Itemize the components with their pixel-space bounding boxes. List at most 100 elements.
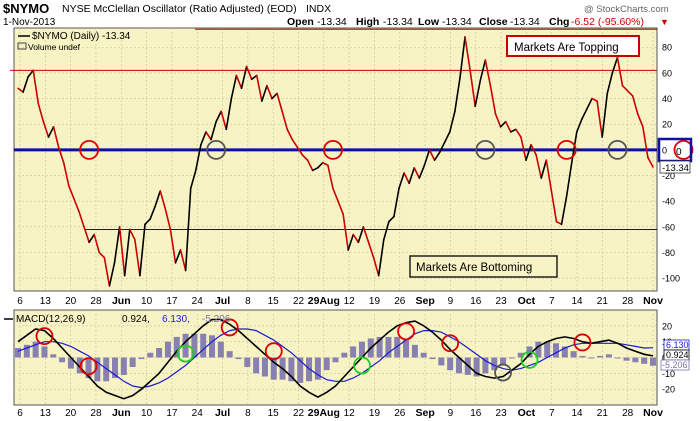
macd-histogram-bar	[641, 357, 648, 364]
macd-histogram-bar	[535, 341, 542, 358]
macd-histogram-bar	[191, 333, 198, 358]
macd-crossover-circle	[176, 344, 195, 363]
nymo-segment	[525, 143, 532, 161]
macd-histogram-bar	[323, 357, 330, 371]
macd-histogram-bar	[438, 357, 445, 366]
chart-watermark: @ StockCharts.com	[584, 4, 669, 15]
macd-histogram-bar	[605, 354, 612, 358]
cross-marker-circle	[323, 139, 343, 160]
open-value: -13.34	[317, 16, 347, 28]
x-tick-label: 22	[293, 408, 305, 419]
cross-marker-circle	[607, 139, 628, 160]
volume-swatch	[17, 42, 27, 50]
macd-lines	[17, 318, 654, 400]
nymo-segment	[372, 256, 380, 277]
nymo-segment	[550, 190, 558, 223]
chg-value: -6.52 (-95.60%)	[571, 16, 644, 28]
macd-crossover-circle	[441, 334, 460, 353]
x-tick-label: 9	[448, 296, 454, 307]
x-tick-label: Jul	[215, 407, 230, 419]
x-tick-label: 26	[394, 296, 406, 307]
y-tick-label: -80	[662, 248, 675, 258]
x-tick-label: 21	[597, 296, 609, 307]
nymo-segment	[469, 69, 477, 108]
nymo-segment	[535, 154, 543, 179]
nymo-segment	[200, 131, 207, 146]
macd-histogram-bar	[482, 357, 489, 374]
nymo-segment	[261, 84, 268, 102]
macd-histogram-bar	[650, 357, 656, 366]
x-tick-label: Sep	[415, 407, 434, 419]
main-y-axis: 80 60 40 20 0 -20 -40 -60 -80 -100	[662, 43, 680, 284]
nymo-segment	[586, 97, 593, 110]
nymo-segment	[281, 110, 289, 131]
x-tick-label: Oct	[518, 295, 536, 307]
nymo-segment	[169, 228, 177, 264]
macd-legend-macd: 0.924,	[122, 314, 150, 325]
nymo-segment	[413, 167, 421, 179]
x-tick-label: 24	[192, 408, 204, 419]
macd-histogram-bar	[41, 346, 48, 358]
y-tick-label: -20	[662, 171, 675, 181]
nymo-segment	[596, 100, 604, 138]
x-tick-label: 26	[394, 408, 406, 419]
nymo-segment	[42, 120, 50, 138]
macd-histogram-bar	[32, 341, 39, 358]
macd-crossover-circle	[494, 363, 512, 382]
nymo-segment	[631, 95, 639, 115]
nymo-segment	[134, 238, 141, 277]
x-tick-label: 19	[369, 296, 381, 307]
open-label: Open	[287, 16, 314, 28]
x-tick-label: Jun	[112, 295, 131, 307]
macd-histogram-bar	[59, 357, 66, 363]
nymo-segment	[377, 238, 385, 277]
nymo-segment	[266, 84, 273, 100]
nymo-segment	[342, 213, 350, 251]
macd-histogram-bar	[341, 352, 348, 358]
y-tick-label: 20	[662, 120, 672, 130]
nymo-segment	[68, 185, 75, 200]
nymo-segment	[337, 200, 344, 215]
close-value: -13.34	[510, 16, 540, 28]
macd-histogram-bar	[15, 348, 21, 358]
macd-histogram-bar	[129, 357, 136, 367]
macd-x-axis: 6 13 20 28 Jun 10 17 24 Jul 8 15 22 29Aug 12 19 26 Sep 9 1…	[17, 407, 663, 419]
zero-cross-markers	[79, 139, 694, 160]
macd-histogram-bar	[297, 357, 304, 383]
last-value-label: -13.34	[662, 163, 689, 174]
macd-histogram-bar	[358, 341, 365, 358]
high-label: High	[356, 16, 379, 28]
annotation-bottoming-box	[409, 255, 558, 278]
macd-crossover-circle	[520, 350, 539, 369]
macd-crossover-circle	[353, 356, 371, 375]
nymo-segment	[509, 128, 517, 133]
x-tick-label: 8	[245, 408, 251, 419]
x-tick-label: Oct	[518, 407, 536, 419]
nymo-segment	[291, 138, 299, 149]
x-tick-label: 10	[141, 408, 153, 419]
y-tick-label: -60	[662, 222, 675, 232]
x-tick-label: Sep	[415, 295, 434, 307]
y-tick-label: 0	[662, 145, 667, 155]
nymo-segment	[195, 143, 202, 172]
nymo-segment	[184, 187, 192, 272]
macd-histogram-bar	[632, 357, 639, 363]
nymo-segment	[479, 59, 487, 82]
x-tick-label: 28	[90, 408, 102, 419]
macd-y-tick-label: -10	[662, 369, 675, 379]
nymo-segment	[347, 233, 355, 251]
nymo-segment	[306, 159, 314, 172]
nymo-segment	[423, 149, 431, 167]
nymo-segment	[52, 125, 60, 149]
nymo-segment	[606, 72, 614, 95]
x-tick-label: 28	[90, 296, 102, 307]
cross-marker-circle	[79, 139, 100, 160]
x-tick-label: 8	[245, 296, 251, 307]
last-value-tag	[659, 160, 691, 174]
nymo-segment	[540, 159, 548, 179]
macd-histogram-bar	[579, 355, 586, 358]
macd-histogram-bar	[85, 357, 92, 379]
x-tick-label: 6	[17, 408, 23, 419]
nymo-segment	[474, 79, 482, 108]
main-panel-background	[13, 27, 658, 292]
